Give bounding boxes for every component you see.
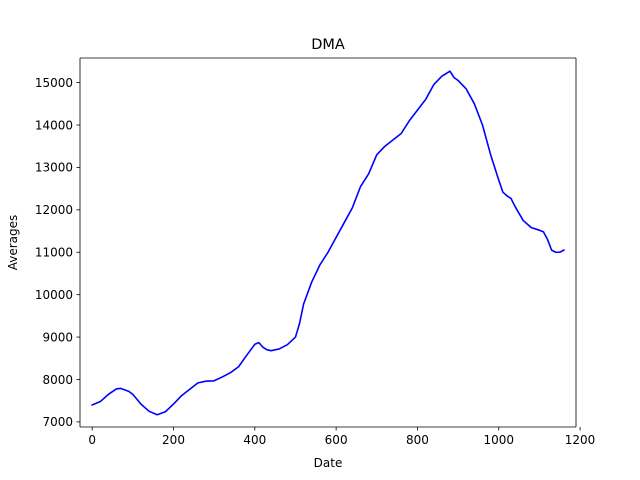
y-tick-label: 12000 — [35, 203, 73, 217]
y-tick-label: 15000 — [35, 76, 73, 90]
series-line-dma — [91, 70, 565, 416]
y-axis-label: Averages — [6, 215, 20, 271]
x-tick-label: 1200 — [565, 433, 596, 447]
x-tick-label: 600 — [325, 433, 348, 447]
y-axis-ticks: 7000 8000 9000 10000 11000 12000 13000 14000 150… — [35, 76, 80, 429]
plot-area — [80, 58, 576, 427]
y-tick-label: 13000 — [35, 161, 73, 175]
x-tick-label: 0 — [88, 433, 96, 447]
x-tick-label: 1000 — [483, 433, 514, 447]
y-tick-label: 10000 — [35, 288, 73, 302]
x-axis-ticks: 0 200 400 600 800 1000 1200 — [88, 427, 595, 447]
y-tick-label: 8000 — [42, 373, 73, 387]
chart-title: DMA — [311, 37, 345, 53]
y-tick-label: 7000 — [42, 415, 73, 429]
axes-frame — [79, 57, 577, 428]
x-tick-label: 800 — [406, 433, 429, 447]
x-axis-label: Date — [314, 456, 343, 470]
series-layer — [91, 70, 565, 416]
x-tick-label: 400 — [243, 433, 266, 447]
x-tick-label: 200 — [162, 433, 185, 447]
y-tick-label: 9000 — [42, 330, 73, 344]
y-tick-label: 14000 — [35, 118, 73, 132]
y-tick-label: 11000 — [35, 246, 73, 260]
